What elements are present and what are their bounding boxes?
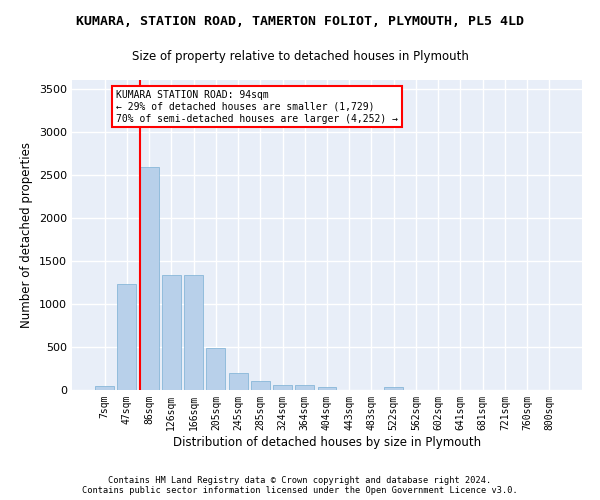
Bar [273,385,292,390]
Bar [206,348,225,390]
Bar [184,274,203,390]
Bar [140,167,158,390]
Bar [118,284,136,390]
Bar [229,373,248,390]
Text: KUMARA STATION ROAD: 94sqm
← 29% of detached houses are smaller (1,729)
70% of s: KUMARA STATION ROAD: 94sqm ← 29% of deta… [116,90,398,124]
Bar [95,386,114,390]
Bar [317,387,337,390]
Bar [251,381,270,390]
Bar [384,387,403,390]
Text: Size of property relative to detached houses in Plymouth: Size of property relative to detached ho… [131,50,469,63]
Text: Contains HM Land Registry data © Crown copyright and database right 2024.
Contai: Contains HM Land Registry data © Crown c… [82,476,518,495]
Y-axis label: Number of detached properties: Number of detached properties [20,142,34,328]
Bar [295,386,314,390]
Text: KUMARA, STATION ROAD, TAMERTON FOLIOT, PLYMOUTH, PL5 4LD: KUMARA, STATION ROAD, TAMERTON FOLIOT, P… [76,15,524,28]
Bar [162,274,181,390]
X-axis label: Distribution of detached houses by size in Plymouth: Distribution of detached houses by size … [173,436,481,448]
